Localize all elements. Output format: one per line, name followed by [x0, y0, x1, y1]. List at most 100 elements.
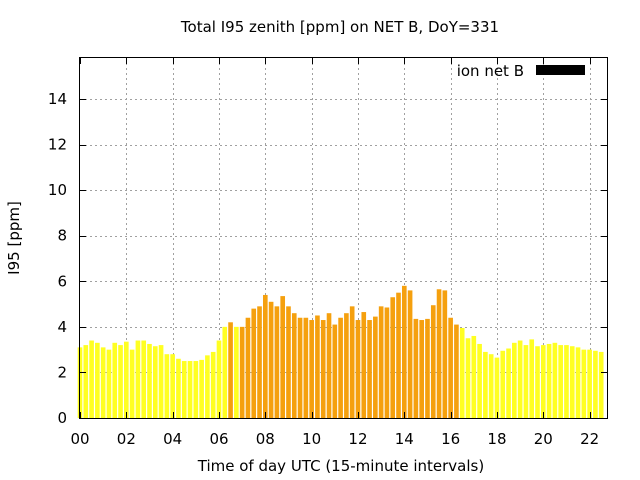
bar — [135, 340, 141, 418]
bar — [546, 343, 552, 418]
y-axis-label: I95 [ppm] — [5, 201, 23, 275]
bar — [326, 313, 332, 418]
bar — [303, 317, 309, 418]
bar — [575, 347, 581, 418]
bar — [419, 320, 424, 418]
bar — [535, 346, 540, 418]
bar — [587, 349, 592, 418]
bar — [124, 341, 129, 418]
x-tick-label: 10 — [302, 430, 321, 448]
bar — [297, 317, 303, 418]
bar — [401, 285, 407, 418]
y-tick-label: 10 — [48, 181, 67, 199]
bar — [396, 292, 401, 418]
chart-title: Total I95 zenith [ppm] on NET B, DoY=331 — [180, 18, 499, 36]
legend-label: ion net B — [457, 62, 524, 80]
bar — [129, 349, 135, 418]
bar — [373, 316, 378, 418]
bar — [152, 346, 158, 418]
bar — [442, 290, 448, 418]
bar — [106, 349, 112, 418]
bar — [413, 318, 419, 418]
bar — [540, 345, 546, 418]
bar — [280, 296, 286, 418]
bar — [488, 354, 494, 418]
bar — [338, 317, 343, 418]
bar — [483, 351, 488, 418]
bar — [268, 301, 274, 418]
legend: ion net B — [457, 62, 585, 80]
x-tick-label: 14 — [395, 430, 414, 448]
legend-swatch — [536, 65, 585, 75]
bar — [176, 358, 181, 418]
bar — [581, 349, 587, 418]
bar — [517, 340, 523, 418]
bar — [286, 306, 291, 418]
x-tick-label: 16 — [441, 430, 460, 448]
bar — [239, 326, 245, 418]
bar — [234, 326, 239, 418]
x-tick-label: 12 — [348, 430, 367, 448]
bar — [245, 317, 251, 418]
x-axis-label: Time of day UTC (15-minute intervals) — [197, 457, 484, 475]
bar — [529, 339, 535, 418]
ticks-layer — [80, 58, 607, 419]
bar — [112, 342, 118, 418]
bar — [436, 289, 442, 418]
bar — [187, 361, 193, 418]
bar — [118, 345, 123, 418]
y-tick-label: 14 — [48, 90, 67, 108]
bar — [471, 335, 477, 418]
bar — [378, 306, 384, 418]
bar — [199, 359, 204, 418]
bar — [355, 320, 361, 418]
bar — [349, 306, 355, 418]
bar — [367, 320, 372, 418]
bar — [83, 345, 89, 418]
y-tick-label: 6 — [57, 272, 67, 290]
bar — [181, 361, 187, 418]
y-tick-label: 12 — [48, 136, 67, 154]
bar — [205, 355, 210, 418]
bar — [477, 343, 482, 418]
y-tick-label: 4 — [57, 318, 67, 336]
bar — [315, 315, 320, 418]
bar — [222, 326, 228, 418]
bar — [164, 354, 170, 418]
bar — [425, 318, 430, 418]
x-tick-label: 06 — [209, 430, 228, 448]
y-tick-label: 2 — [57, 363, 67, 381]
bar — [141, 340, 147, 418]
bar — [228, 322, 233, 418]
bar — [147, 343, 152, 418]
x-tick-label: 04 — [163, 430, 182, 448]
bar — [361, 312, 367, 418]
bar — [344, 313, 349, 418]
bar — [95, 342, 100, 418]
bar — [384, 307, 390, 418]
bar — [320, 320, 326, 418]
bar — [263, 294, 268, 418]
bar — [216, 340, 222, 418]
bar — [210, 351, 216, 418]
bar — [569, 346, 575, 418]
bar — [593, 350, 598, 418]
bar — [193, 361, 199, 418]
bar — [257, 306, 262, 418]
bar — [506, 348, 511, 418]
x-tick-label: 00 — [70, 430, 89, 448]
x-tick-label: 20 — [534, 430, 553, 448]
bar — [552, 342, 558, 418]
x-tick-label: 08 — [256, 430, 275, 448]
bar — [158, 345, 164, 418]
bar — [598, 351, 604, 418]
bar — [100, 347, 106, 418]
bar — [500, 350, 506, 418]
bar — [170, 354, 175, 418]
bar — [459, 328, 465, 418]
bar — [89, 340, 94, 418]
y-tick-label: 0 — [57, 409, 67, 427]
bar — [454, 324, 459, 418]
